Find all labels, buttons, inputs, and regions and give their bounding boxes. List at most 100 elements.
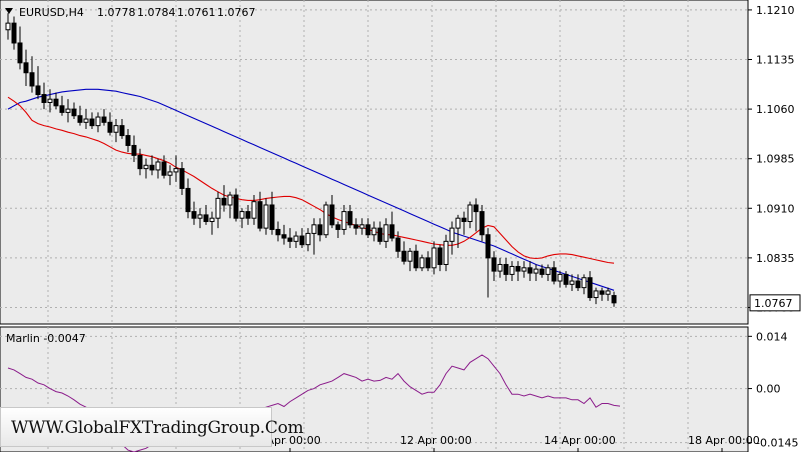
candle bbox=[137, 148, 143, 176]
candle bbox=[563, 271, 569, 288]
candle-body bbox=[5, 22, 11, 31]
fast-ma-line bbox=[7, 96, 615, 264]
chart-symbol-title: EURUSD,H4 bbox=[19, 6, 84, 19]
indicator-title: Marlin -0.0047 bbox=[6, 332, 86, 345]
x-tick-label: 8 Apr 00:00 bbox=[256, 434, 321, 447]
candle-body bbox=[221, 197, 227, 206]
candle-body bbox=[89, 118, 95, 127]
candle-body bbox=[449, 227, 455, 242]
candle-body bbox=[53, 98, 59, 107]
candle bbox=[227, 191, 233, 219]
candle bbox=[11, 16, 17, 50]
candle bbox=[581, 274, 587, 295]
candle-body bbox=[83, 118, 89, 123]
candle-body bbox=[59, 105, 65, 113]
candle-body bbox=[257, 201, 263, 229]
candle bbox=[551, 261, 557, 285]
candle bbox=[557, 271, 563, 288]
candle bbox=[17, 26, 23, 70]
candle-body bbox=[263, 204, 269, 229]
y-tick-label: 1.1060 bbox=[756, 103, 795, 116]
candle bbox=[257, 191, 263, 232]
candle bbox=[533, 264, 539, 282]
y-tick-label: 1.0985 bbox=[756, 153, 795, 166]
candle-body bbox=[299, 235, 305, 246]
candle-body bbox=[605, 290, 611, 295]
y-tick-label: 1.0835 bbox=[756, 252, 795, 265]
candle-body bbox=[563, 273, 569, 285]
candle-body bbox=[227, 194, 233, 206]
candle-body bbox=[575, 280, 581, 289]
candle bbox=[569, 274, 575, 291]
candle bbox=[95, 112, 101, 133]
candle-body bbox=[395, 237, 401, 252]
candle-body bbox=[71, 108, 77, 117]
candle-body bbox=[101, 116, 107, 123]
candle-body bbox=[545, 267, 551, 275]
candle-body bbox=[341, 211, 347, 230]
candle bbox=[497, 257, 503, 278]
y-tick-label: 1.1210 bbox=[756, 4, 795, 17]
candle-body bbox=[551, 267, 557, 282]
candle-body bbox=[509, 265, 515, 275]
candle bbox=[149, 155, 155, 176]
candle-body bbox=[557, 273, 563, 282]
candle bbox=[263, 198, 269, 235]
candle-body bbox=[23, 62, 29, 74]
candle-body bbox=[281, 234, 287, 239]
candle-body bbox=[497, 263, 503, 272]
candle-body bbox=[245, 211, 251, 219]
candle bbox=[341, 204, 347, 235]
candle-body bbox=[47, 98, 53, 103]
candle bbox=[281, 224, 287, 245]
candle bbox=[611, 291, 617, 307]
candle bbox=[317, 218, 323, 242]
candle-body bbox=[527, 267, 533, 274]
indicator-grid bbox=[0, 327, 748, 452]
candle bbox=[221, 185, 227, 212]
collapse-arrow-icon[interactable] bbox=[5, 8, 13, 14]
candle bbox=[185, 178, 191, 219]
candle-body bbox=[203, 214, 209, 223]
candle-body bbox=[65, 108, 71, 113]
candle bbox=[155, 158, 161, 179]
candle-body bbox=[413, 250, 419, 269]
candle-body bbox=[155, 161, 161, 171]
candle bbox=[431, 241, 437, 275]
candle-body bbox=[473, 204, 479, 213]
candle-body bbox=[485, 234, 491, 259]
candle-body bbox=[569, 280, 575, 285]
candle bbox=[41, 82, 47, 110]
candle bbox=[485, 228, 491, 298]
watermark-banner: WWW.GlobalFXTradingGroup.Com bbox=[0, 407, 304, 447]
ohlc-close: 1.0767 bbox=[217, 6, 256, 19]
candle bbox=[269, 191, 275, 235]
candle-body bbox=[215, 197, 221, 219]
candle bbox=[443, 234, 449, 272]
candle bbox=[251, 195, 257, 225]
candle bbox=[203, 204, 209, 225]
candle-body bbox=[167, 171, 173, 176]
candle-body bbox=[599, 290, 605, 295]
candle bbox=[275, 221, 281, 242]
candle bbox=[509, 261, 515, 282]
candle bbox=[209, 211, 215, 235]
candle-body bbox=[479, 211, 485, 236]
candle bbox=[407, 247, 413, 272]
candle-body bbox=[149, 164, 155, 171]
candle-body bbox=[119, 125, 125, 137]
candle bbox=[467, 201, 473, 229]
candle bbox=[587, 271, 593, 301]
candle bbox=[383, 218, 389, 248]
candle-body bbox=[311, 224, 317, 234]
candle-body bbox=[491, 257, 497, 272]
candle bbox=[245, 204, 251, 225]
candle-body bbox=[431, 247, 437, 269]
candle bbox=[593, 287, 599, 305]
candle-body bbox=[581, 277, 587, 289]
candle-body bbox=[371, 227, 377, 236]
candle bbox=[599, 287, 605, 301]
candle bbox=[545, 264, 551, 282]
